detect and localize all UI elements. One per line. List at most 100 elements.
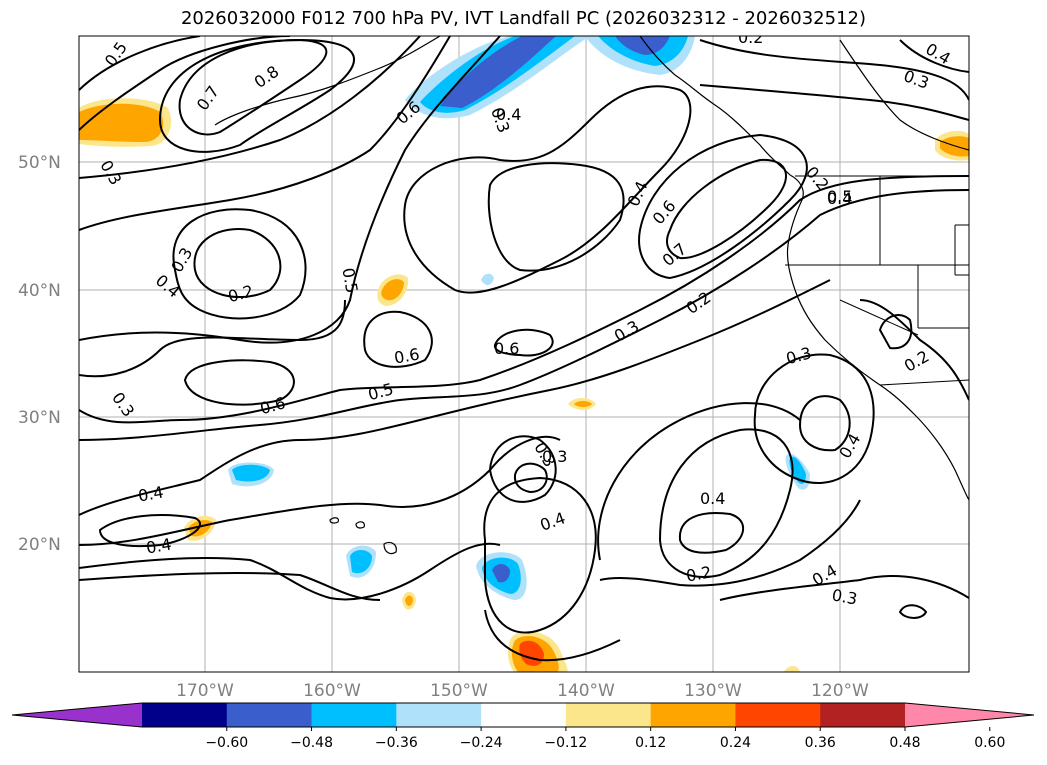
colorbar-tick-label: −0.36 <box>375 735 418 751</box>
contour-line <box>798 395 851 452</box>
colorbar-segment <box>650 703 736 727</box>
colorbar-segment <box>820 703 906 727</box>
contour-line <box>79 571 381 601</box>
colorbar-segment <box>735 703 821 727</box>
colorbar-segment <box>226 703 313 727</box>
colorbar-tick-label: −0.12 <box>544 735 587 751</box>
colorbar-segment <box>396 703 482 727</box>
contour-line <box>79 36 451 231</box>
shade-blue-jet-core <box>440 36 556 108</box>
contour-line <box>79 36 421 179</box>
contour-line <box>638 133 808 280</box>
contour-line <box>193 228 282 298</box>
contour-line <box>699 39 969 101</box>
contour-line <box>599 499 861 587</box>
shade-orange-tiny-core <box>405 595 413 606</box>
contour-line <box>513 462 548 494</box>
contour-line <box>79 36 201 91</box>
contour-label: 0.2 <box>738 28 763 47</box>
colorbar-tick-label: −0.48 <box>290 735 333 751</box>
contour-line <box>98 514 202 548</box>
map-title: 2026032000 F012 700 hPa PV, IVT Landfall… <box>180 8 867 29</box>
colorbar-segment <box>565 703 652 727</box>
shade-orange-mid-core <box>381 279 404 301</box>
contour-line <box>363 310 433 368</box>
colorbar-segment <box>481 703 567 727</box>
contour-label: 0.5 <box>827 187 852 206</box>
lon-label-170w: 170°W <box>176 681 234 701</box>
contour-label: 0.4 <box>827 189 852 208</box>
borders <box>785 175 969 386</box>
contour-line <box>183 359 295 406</box>
contour-line <box>484 609 621 662</box>
latitude-labels: 50°N 40°N 30°N 20°N <box>18 153 61 555</box>
colorbar-tick-label: 0.12 <box>635 735 666 751</box>
shade-orange-br <box>784 666 800 672</box>
contour-line <box>678 512 744 554</box>
colorbar-tick-label: 0.36 <box>805 735 836 751</box>
shade-blue-hawaii-core <box>350 550 372 574</box>
contour-line <box>493 328 554 357</box>
contour-line <box>79 279 831 516</box>
lat-label-50n: 50°N <box>18 153 61 173</box>
lon-label-130w: 130°W <box>684 681 742 701</box>
contour-label: 0.6 <box>393 344 421 367</box>
shade-blue-west-sub-core <box>232 464 270 482</box>
longitude-labels: 170°W 160°W 150°W 140°W 130°W 120°W <box>176 681 869 701</box>
coast-alaska-se <box>639 36 791 176</box>
colorbar-segment <box>142 703 228 727</box>
contour-line <box>859 299 969 401</box>
contour-line <box>666 158 787 260</box>
contour-label: 0.6 <box>494 339 519 358</box>
lon-label-140w: 140°W <box>557 681 615 701</box>
contour-line <box>899 39 969 73</box>
colorbar-tick-label: 0.60 <box>974 735 1005 751</box>
contour-line <box>898 604 928 619</box>
lon-label-120w: 120°W <box>811 681 869 701</box>
contour-line <box>878 314 913 350</box>
contour-line <box>719 575 969 601</box>
shade-orange-small-core <box>574 401 592 407</box>
shade-orange-west-core <box>79 103 164 142</box>
hawaii-islands <box>329 517 397 555</box>
contour-line <box>79 299 346 378</box>
colorbar: −0.60 −0.48 −0.36 −0.24 −0.12 0.12 0.24 0.36 0.4… <box>11 702 1035 751</box>
lat-label-20n: 20°N <box>18 535 61 555</box>
coastlines <box>214 36 969 501</box>
colorbar-tick-label: −0.60 <box>205 735 248 751</box>
pv-contours <box>79 36 969 662</box>
coast-bc-wa <box>786 174 804 291</box>
shade-blue-south-core <box>492 564 510 583</box>
shade-blue-small <box>481 273 494 286</box>
contour-line <box>79 189 969 441</box>
lat-label-30n: 30°N <box>18 408 61 428</box>
lon-label-160w: 160°W <box>303 681 361 701</box>
contour-line <box>158 38 355 153</box>
contour-line <box>483 476 597 634</box>
contour-line <box>488 435 557 503</box>
contour-label: 0.4 <box>496 105 521 124</box>
contour-line <box>79 435 561 546</box>
contour-line <box>79 36 291 131</box>
contour-label: 0.2 <box>685 562 713 585</box>
contour-line <box>753 353 875 485</box>
contour-label: 0.4 <box>137 482 165 505</box>
contour-label: 0.3 <box>830 585 858 608</box>
coast-inland <box>839 39 969 151</box>
shade-blue-east-core <box>789 456 806 484</box>
contour-line <box>658 428 794 578</box>
contour-line <box>487 162 625 272</box>
lat-label-40n: 40°N <box>18 281 61 301</box>
contour-line <box>79 175 969 424</box>
colorbar-tick-label: −0.24 <box>460 735 503 751</box>
contour-line <box>79 542 501 601</box>
contour-label: 0.3 <box>542 447 567 466</box>
contour-line <box>597 402 801 561</box>
colorbar-tick-label: 0.48 <box>889 735 920 751</box>
colorbar-segment <box>311 703 397 727</box>
colorbar-extend-min <box>12 703 142 727</box>
colorbar-outline <box>11 702 1035 728</box>
shade-blue-ne-core <box>615 36 670 55</box>
lon-label-150w: 150°W <box>430 681 488 701</box>
